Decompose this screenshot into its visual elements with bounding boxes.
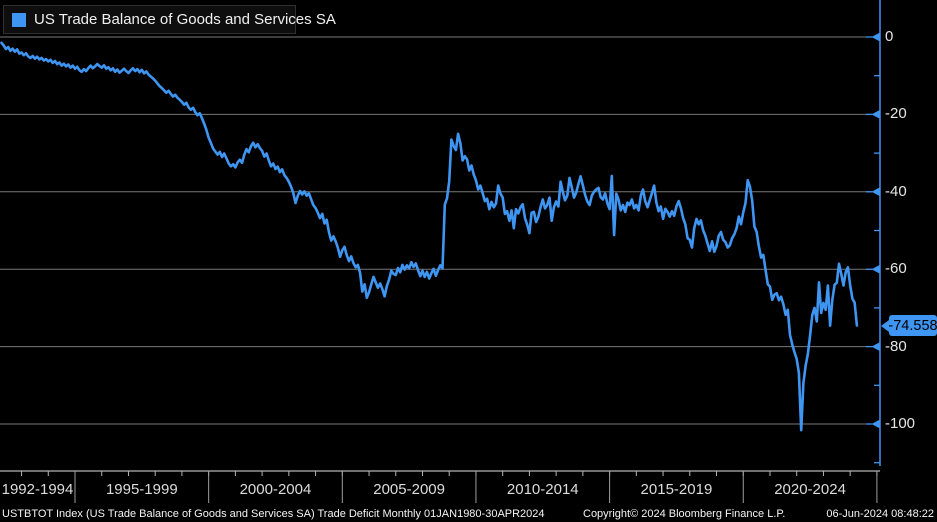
y-tick-label: -100 bbox=[885, 415, 916, 432]
status-bar: USTBTOT Index (US Trade Balance of Goods… bbox=[0, 505, 937, 522]
ticker-description-text: USTBTOT Index (US Trade Balance of Goods… bbox=[2, 508, 545, 520]
x-group-label: 2005-2009 bbox=[373, 481, 445, 498]
last-value-badge: -74.558 bbox=[881, 315, 937, 337]
legend[interactable]: US Trade Balance of Goods and Services S… bbox=[3, 5, 336, 34]
y-tick-label: -60 bbox=[885, 260, 907, 278]
y-major-tick bbox=[871, 342, 880, 352]
timestamp-text: 06-Jun-2024 08:48:22 bbox=[826, 508, 934, 520]
y-tick-label: 0 bbox=[885, 28, 894, 45]
x-group-label: 2015-2019 bbox=[640, 481, 713, 498]
y-tick-label: -40 bbox=[885, 182, 907, 200]
copyright-text: Copyright© 2024 Bloomberg Finance L.P. bbox=[583, 508, 786, 520]
last-value-text: -74.558 bbox=[888, 317, 937, 334]
x-group-label: 2020-2024 bbox=[774, 481, 846, 498]
y-major-tick bbox=[871, 109, 880, 119]
x-group-label: 2010-2014 bbox=[506, 481, 579, 498]
x-group-label: 1995-1999 bbox=[105, 481, 178, 498]
y-tick-label: -20 bbox=[885, 105, 907, 123]
y-major-tick bbox=[871, 32, 880, 42]
y-major-tick bbox=[871, 264, 880, 274]
y-major-tick bbox=[871, 419, 880, 429]
series-swatch-icon bbox=[12, 12, 26, 27]
y-tick-label: -80 bbox=[885, 337, 907, 355]
x-group-label: 2000-2004 bbox=[239, 481, 312, 498]
x-group-label: 1992-1994 bbox=[1, 481, 74, 498]
series-legend-label: US Trade Balance of Goods and Services S… bbox=[34, 11, 336, 28]
y-major-tick bbox=[871, 187, 880, 197]
trade-balance-line bbox=[0, 41, 859, 432]
